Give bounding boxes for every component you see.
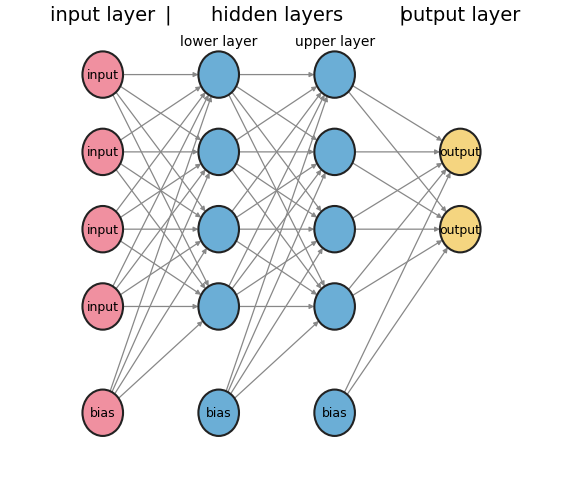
Ellipse shape [314,129,355,176]
Text: input: input [87,223,119,236]
Text: bias: bias [90,407,115,419]
Ellipse shape [314,52,355,99]
Ellipse shape [314,390,355,436]
Ellipse shape [198,206,239,253]
Ellipse shape [82,284,123,330]
Ellipse shape [440,206,481,253]
Ellipse shape [314,284,355,330]
Ellipse shape [198,52,239,99]
Text: input layer: input layer [50,6,155,24]
Text: bias: bias [206,407,231,419]
Text: upper layer: upper layer [294,35,375,49]
Ellipse shape [82,129,123,176]
Text: input: input [87,69,119,82]
Text: lower layer: lower layer [180,35,257,49]
Ellipse shape [198,129,239,176]
Text: input: input [87,146,119,159]
Text: |: | [164,5,171,25]
Ellipse shape [198,390,239,436]
Ellipse shape [82,206,123,253]
Text: output: output [440,223,481,236]
Ellipse shape [198,284,239,330]
Text: bias: bias [322,407,347,419]
Text: output layer: output layer [400,6,520,24]
Text: hidden layers: hidden layers [211,6,343,24]
Ellipse shape [440,129,481,176]
Ellipse shape [82,52,123,99]
Text: input: input [87,300,119,313]
Text: output: output [440,146,481,159]
Ellipse shape [82,390,123,436]
Ellipse shape [314,206,355,253]
Text: |: | [399,5,405,25]
